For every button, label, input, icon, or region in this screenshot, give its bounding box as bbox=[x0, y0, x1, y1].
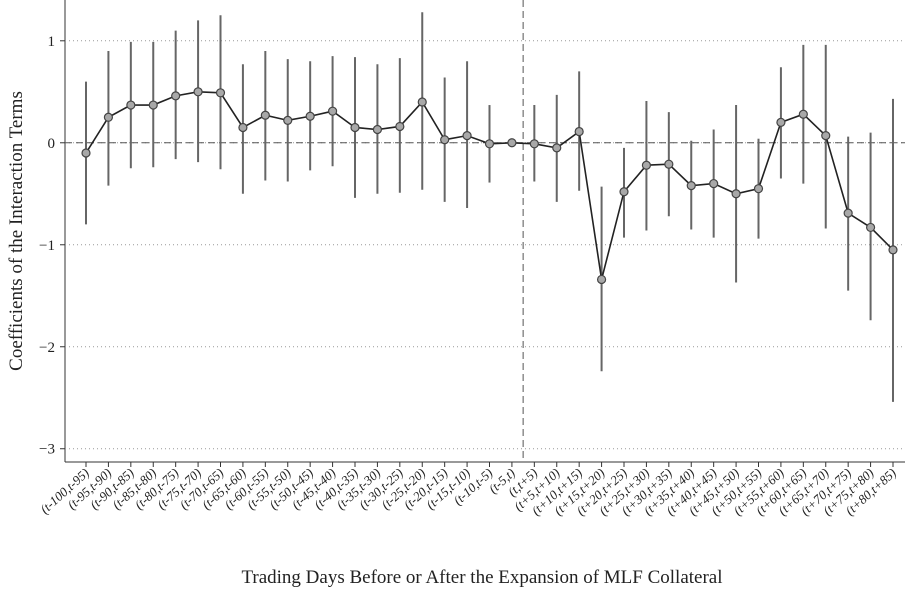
y-tick-label: −3 bbox=[39, 442, 55, 458]
point bbox=[709, 178, 719, 189]
point bbox=[417, 97, 427, 107]
point bbox=[395, 121, 405, 132]
point bbox=[238, 122, 248, 133]
y-tick-label: 0 bbox=[48, 136, 56, 152]
point bbox=[372, 124, 383, 135]
x-axis-title: Trading Days Before or After the Expansi… bbox=[241, 567, 722, 588]
point bbox=[641, 160, 652, 170]
point bbox=[126, 100, 136, 110]
point bbox=[686, 181, 696, 191]
point bbox=[462, 131, 472, 141]
point bbox=[865, 222, 876, 233]
point bbox=[529, 139, 539, 149]
point bbox=[821, 131, 831, 141]
point bbox=[798, 109, 808, 119]
point bbox=[260, 110, 270, 120]
y-axis-title: Coefficients of the Interaction Terms bbox=[6, 91, 27, 371]
point bbox=[215, 88, 226, 98]
point bbox=[327, 106, 338, 116]
point bbox=[552, 143, 562, 153]
point bbox=[507, 138, 517, 148]
point bbox=[283, 115, 293, 125]
point bbox=[484, 139, 495, 149]
point bbox=[305, 111, 315, 121]
point bbox=[171, 91, 181, 101]
y-tick-label: −2 bbox=[39, 340, 55, 356]
point bbox=[776, 117, 786, 127]
point bbox=[843, 208, 853, 218]
point bbox=[888, 245, 898, 255]
point bbox=[753, 184, 764, 194]
point bbox=[81, 148, 91, 158]
point bbox=[193, 87, 203, 97]
y-tick-label: 1 bbox=[48, 34, 56, 50]
point bbox=[103, 112, 114, 122]
point bbox=[574, 126, 584, 137]
point bbox=[350, 122, 360, 133]
point bbox=[619, 187, 629, 197]
point bbox=[440, 135, 450, 145]
y-tick-label: −1 bbox=[39, 238, 55, 254]
point bbox=[596, 274, 607, 285]
point bbox=[664, 159, 674, 169]
point bbox=[731, 189, 741, 199]
point bbox=[148, 100, 158, 110]
